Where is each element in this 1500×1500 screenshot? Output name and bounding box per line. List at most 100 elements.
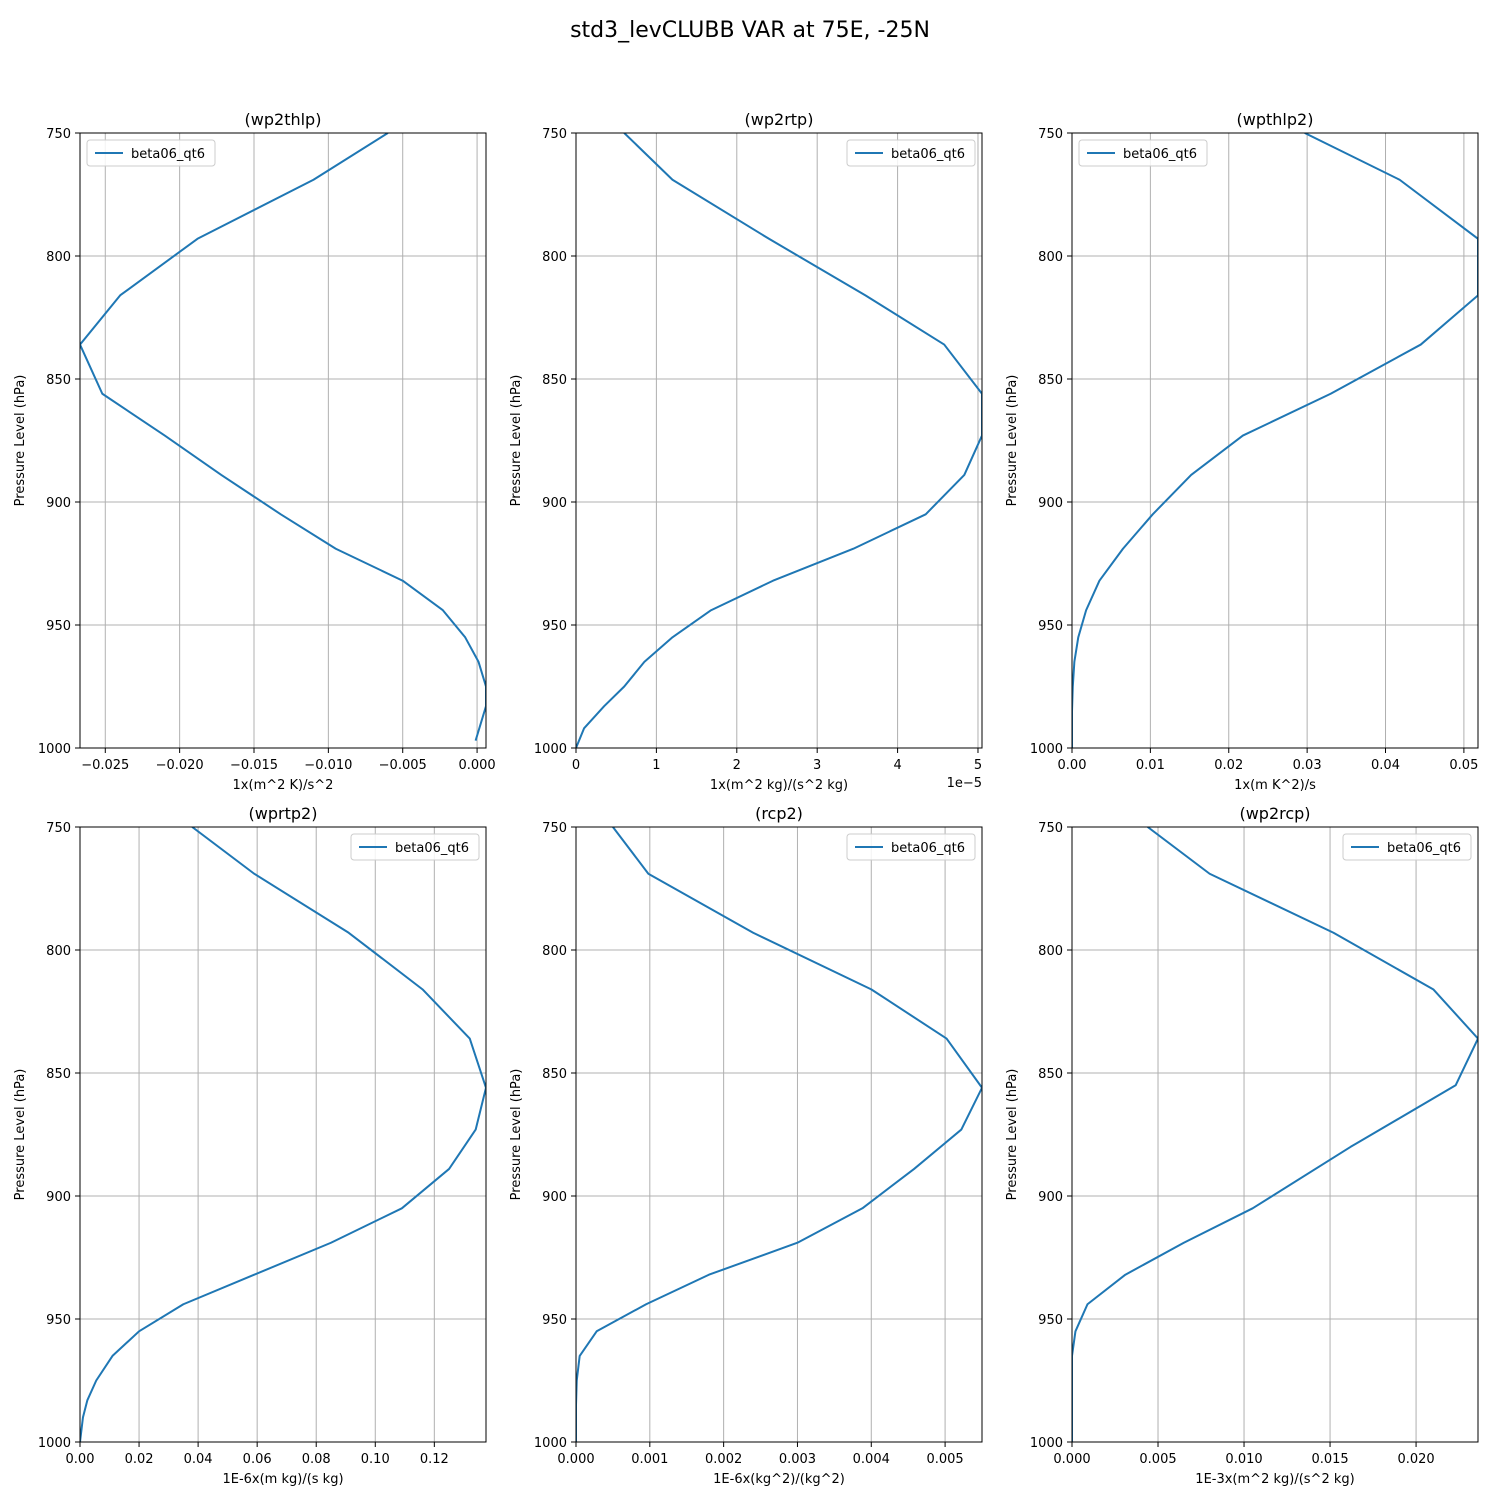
chart-5-xtick-label-0: 0.000 xyxy=(1053,1452,1090,1467)
chart-2-ytick-label-0: 750 xyxy=(1038,127,1063,142)
chart-4-legend-box xyxy=(846,833,976,861)
chart-2-ytick-label-2: 850 xyxy=(1038,373,1063,388)
chart-2-legend-label: beta06_qt6 xyxy=(1123,147,1197,162)
chart-3-ytick-label-0: 750 xyxy=(46,821,71,836)
chart-3-xtick-label-0: 0.00 xyxy=(66,1452,95,1467)
chart-0-xtick-label-0: −0.025 xyxy=(81,758,129,773)
chart-0-xlabel: 1x(m^2 K)/s^2 xyxy=(233,778,334,793)
chart-5-xtick-label-4: 0.020 xyxy=(1397,1452,1434,1467)
figure-title: std3_levCLUBB VAR at 75E, -25N xyxy=(570,18,930,43)
chart-1-ytick-label-5: 1000 xyxy=(534,742,567,757)
chart-5-panel: 0.000 0.005 0.010 0.015 0.020 750 800 850 900 950… xyxy=(1005,804,1479,1487)
chart-1-title: (wp2rtp) xyxy=(745,110,814,129)
chart-4-xtick-label-5: 0.005 xyxy=(926,1452,963,1467)
chart-3-xtick-label-5: 0.10 xyxy=(361,1452,390,1467)
chart-5-ytick-label-4: 950 xyxy=(1038,1313,1063,1328)
chart-5-ytick-label-1: 800 xyxy=(1038,944,1063,959)
chart-5-legend-box xyxy=(1342,833,1472,861)
chart-2-legend-box xyxy=(1078,139,1208,167)
chart-3-ytick-label-5: 1000 xyxy=(38,1436,71,1451)
chart-1-ytick-label-3: 900 xyxy=(542,496,567,511)
chart-0-xtick-label-1: −0.020 xyxy=(156,758,204,773)
chart-0-axes-frame xyxy=(79,132,487,749)
chart-2-xtick-label-2: 0.02 xyxy=(1214,758,1243,773)
chart-4-ytick-label-4: 950 xyxy=(542,1313,567,1328)
chart-1-ytick-label-2: 850 xyxy=(542,373,567,388)
chart-5-ytick-label-2: 850 xyxy=(1038,1067,1063,1082)
chart-2-xtick-label-3: 0.03 xyxy=(1293,758,1322,773)
chart-2-ytick-label-4: 950 xyxy=(1038,619,1063,634)
chart-4-ytick-label-0: 750 xyxy=(542,821,567,836)
chart-1-xtick-label-1: 1 xyxy=(652,758,660,773)
chart-3-xtick-label-6: 0.12 xyxy=(420,1452,449,1467)
chart-4-xtick-label-1: 0.001 xyxy=(631,1452,668,1467)
chart-3-series-line-0 xyxy=(80,827,486,1442)
chart-3-xtick-label-2: 0.04 xyxy=(184,1452,213,1467)
chart-2-panel: 0.00 0.01 0.02 0.03 0.04 0.05 750 800 850 900 950 1… xyxy=(1005,110,1479,793)
chart-1-panel: 0 1 2 3 4 5 750 800 850 900 950 1000 1e−5 (wp2rtp) 1x(… xyxy=(509,110,983,793)
chart-2-xtick-label-4: 0.04 xyxy=(1371,758,1400,773)
chart-4-ytick-label-3: 900 xyxy=(542,1190,567,1205)
chart-5-ylabel: Pressure Level (hPa) xyxy=(1005,1069,1020,1201)
chart-2-ytick-label-1: 800 xyxy=(1038,250,1063,265)
chart-5-ytick-label-0: 750 xyxy=(1038,821,1063,836)
chart-4-title: (rcp2) xyxy=(755,804,803,823)
chart-2-xtick-label-5: 0.05 xyxy=(1449,758,1478,773)
chart-5-series-line-0 xyxy=(1072,827,1478,1442)
chart-2-ylabel: Pressure Level (hPa) xyxy=(1005,375,1020,507)
chart-2-ytick-label-3: 900 xyxy=(1038,496,1063,511)
chart-1-xtick-label-0: 0 xyxy=(572,758,580,773)
chart-2-axes-frame xyxy=(1071,132,1479,749)
chart-1-xtick-label-5: 5 xyxy=(974,758,982,773)
chart-2-xtick-label-1: 0.01 xyxy=(1136,758,1165,773)
chart-0-panel: −0.025 −0.020 −0.015 −0.010 −0.005 0.000 750 80… xyxy=(13,110,496,793)
chart-3-ytick-label-2: 850 xyxy=(46,1067,71,1082)
chart-1-xtick-label-4: 4 xyxy=(893,758,901,773)
chart-4-xtick-label-4: 0.004 xyxy=(853,1452,890,1467)
chart-1-ytick-label-4: 950 xyxy=(542,619,567,634)
chart-1-xtick-label-3: 3 xyxy=(813,758,821,773)
chart-0-ytick-label-3: 900 xyxy=(46,496,71,511)
chart-0-ytick-label-4: 950 xyxy=(46,619,71,634)
chart-3-xtick-label-4: 0.08 xyxy=(302,1452,331,1467)
chart-2-title: (wpthlp2) xyxy=(1237,110,1314,129)
chart-4-ytick-label-5: 1000 xyxy=(534,1436,567,1451)
chart-1-axes-frame xyxy=(575,132,983,749)
chart-3-ytick-label-1: 800 xyxy=(46,944,71,959)
chart-4-ytick-label-1: 800 xyxy=(542,944,567,959)
chart-0-ytick-label-5: 1000 xyxy=(38,742,71,757)
chart-5-title: (wp2rcp) xyxy=(1239,804,1310,823)
chart-1-xlabel: 1x(m^2 kg)/(s^2 kg) xyxy=(710,778,848,793)
panels: −0.025 −0.020 −0.015 −0.010 −0.005 0.00075080… xyxy=(13,110,1479,1487)
chart-1-ytick-label-0: 750 xyxy=(542,127,567,142)
chart-0-xtick-label-3: −0.010 xyxy=(304,758,352,773)
chart-3-xtick-label-1: 0.02 xyxy=(125,1452,154,1467)
chart-0-ytick-label-1: 800 xyxy=(46,250,71,265)
chart-4-panel: 0.000 0.001 0.002 0.003 0.004 0.005 750 800 850 9… xyxy=(509,804,983,1487)
chart-0-title: (wp2thlp) xyxy=(245,110,322,129)
chart-0-series-line-0 xyxy=(80,133,486,741)
chart-3-legend-box xyxy=(350,833,480,861)
chart-5-xtick-label-2: 0.010 xyxy=(1225,1452,1262,1467)
chart-3-xlabel: 1E-6x(m kg)/(s kg) xyxy=(222,1472,343,1487)
chart-0-xtick-label-4: −0.005 xyxy=(379,758,427,773)
chart-5-ytick-label-3: 900 xyxy=(1038,1190,1063,1205)
chart-1-ylabel: Pressure Level (hPa) xyxy=(509,375,524,507)
chart-3-title: (wprtp2) xyxy=(249,804,318,823)
chart-1-xtick-label-2: 2 xyxy=(733,758,741,773)
chart-4-legend-label: beta06_qt6 xyxy=(891,841,965,856)
chart-4-xtick-label-2: 0.002 xyxy=(705,1452,742,1467)
chart-1-legend-label: beta06_qt6 xyxy=(891,147,965,162)
chart-3-ytick-label-4: 950 xyxy=(46,1313,71,1328)
chart-3-ytick-label-3: 900 xyxy=(46,1190,71,1205)
chart-4-ylabel: Pressure Level (hPa) xyxy=(509,1069,524,1201)
chart-0-ylabel: Pressure Level (hPa) xyxy=(13,375,28,507)
chart-0-xtick-label-2: −0.015 xyxy=(230,758,278,773)
chart-0-ytick-label-2: 850 xyxy=(46,373,71,388)
chart-3-ylabel: Pressure Level (hPa) xyxy=(13,1069,28,1201)
chart-3-legend-label: beta06_qt6 xyxy=(395,841,469,856)
chart-5-axes-frame xyxy=(1071,826,1479,1443)
chart-2-xlabel: 1x(m K^2)/s xyxy=(1234,778,1316,793)
